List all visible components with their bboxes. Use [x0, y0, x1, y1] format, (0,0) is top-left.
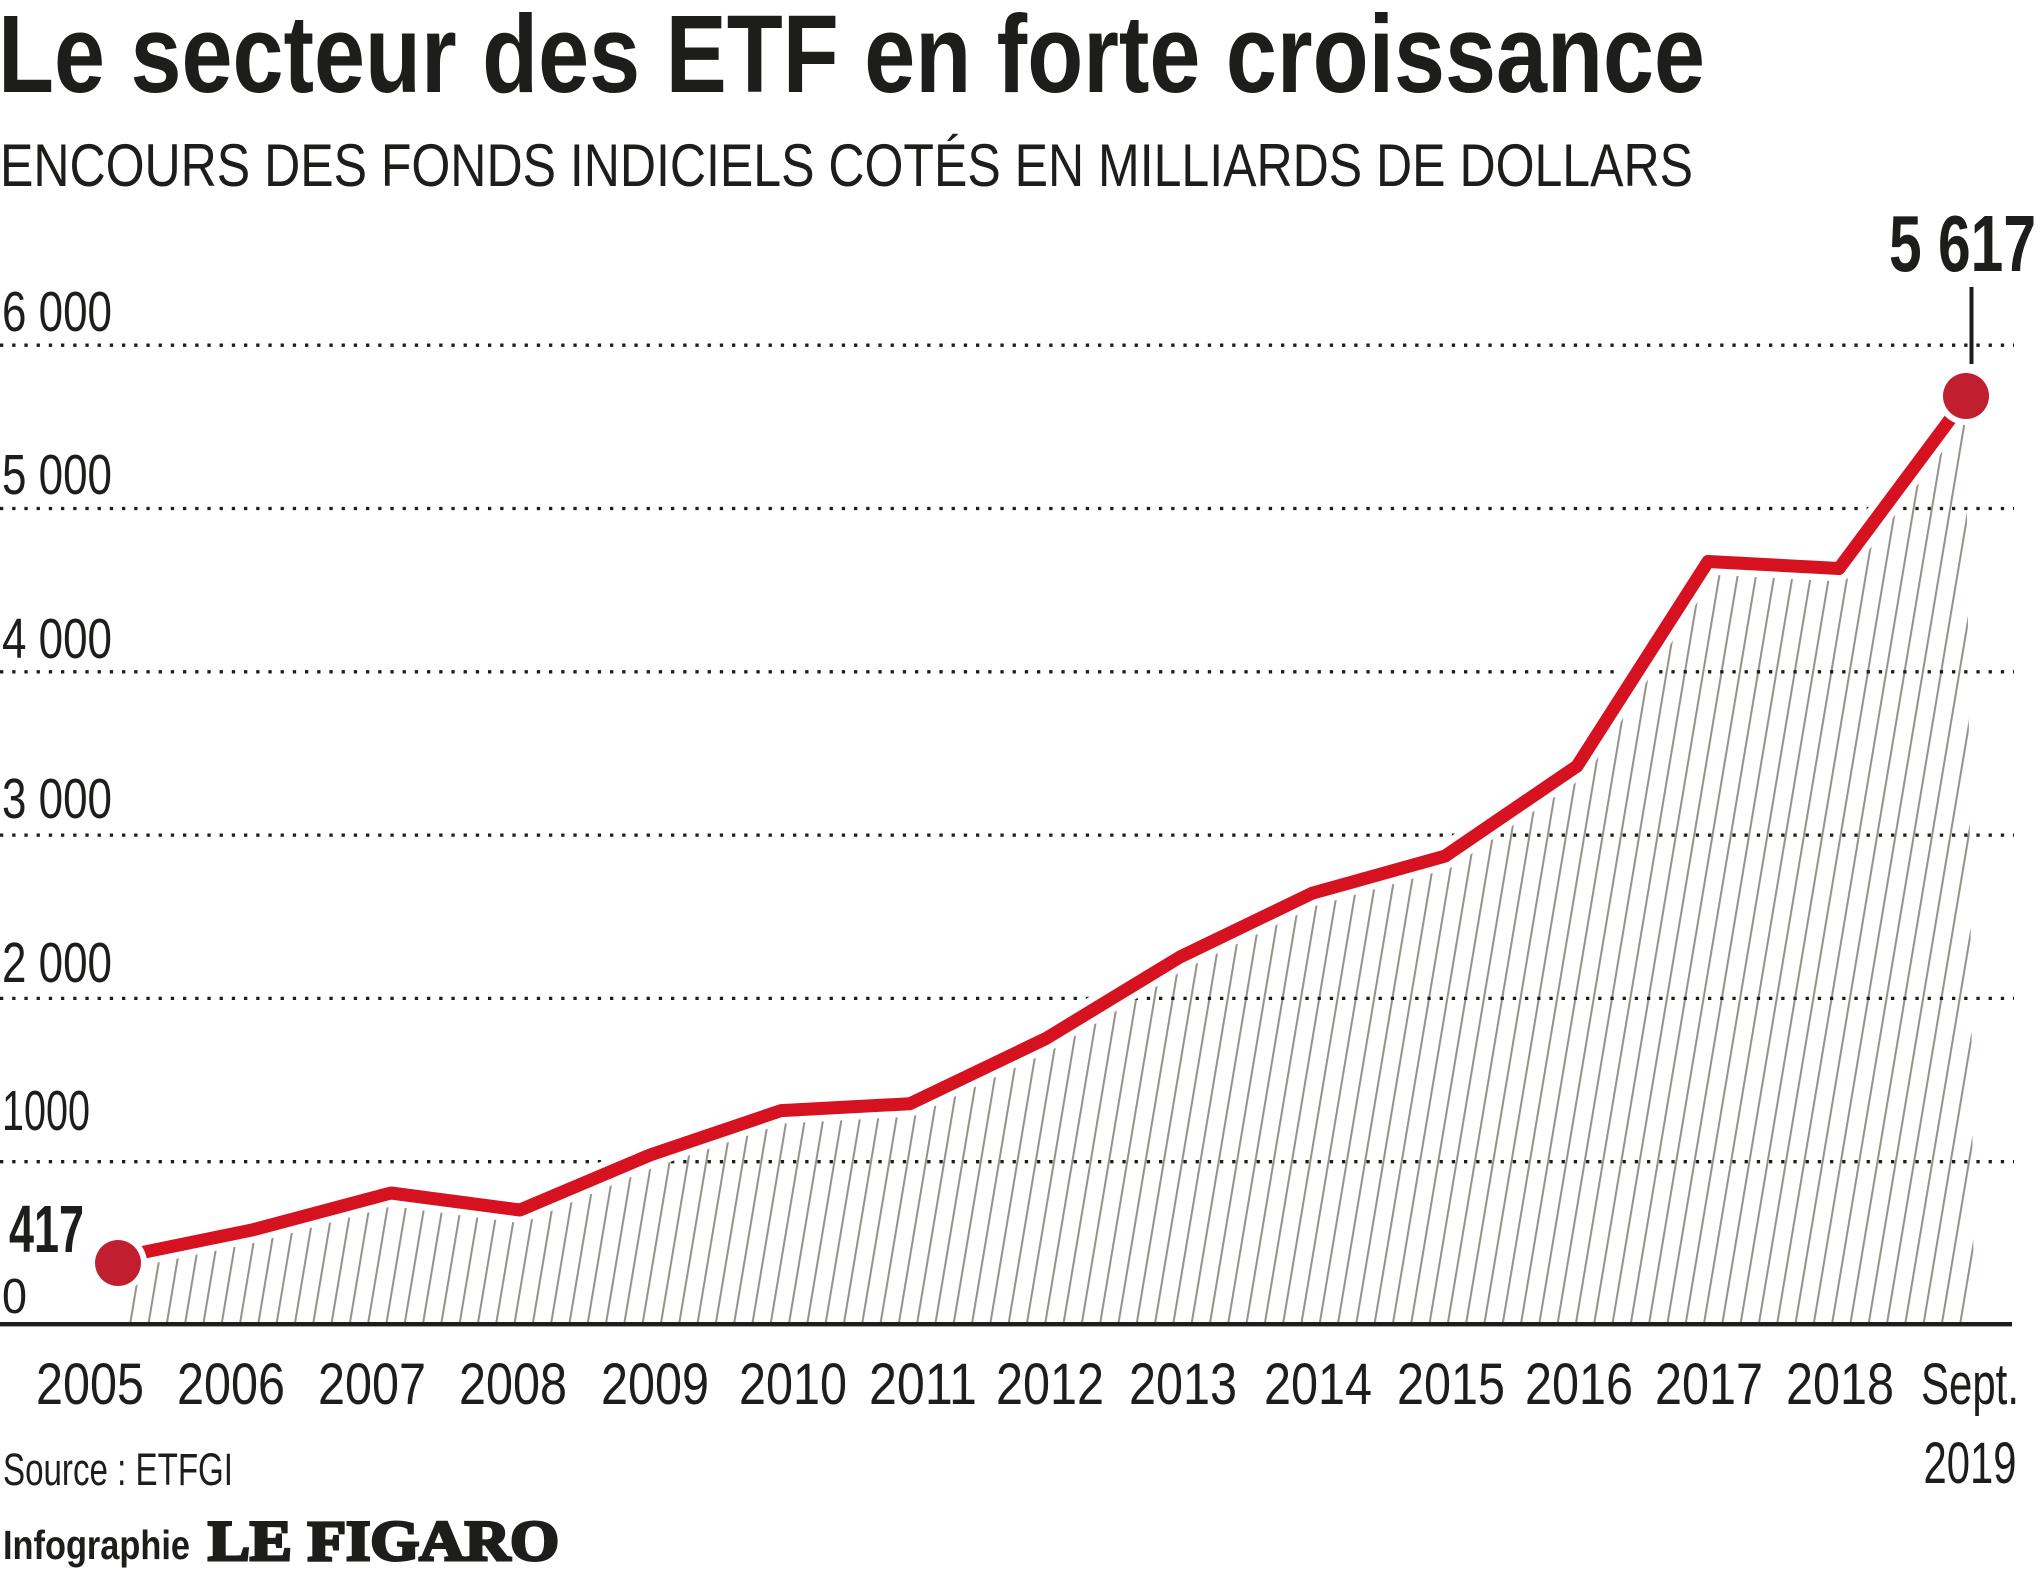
svg-text:2010: 2010: [739, 1352, 847, 1417]
svg-text:2013: 2013: [1129, 1352, 1237, 1417]
svg-text:4 000: 4 000: [2, 607, 112, 671]
svg-text:Le secteur des ETF en forte cr: Le secteur des ETF en forte croissance: [0, 0, 1705, 116]
svg-text:LE FIGARO: LE FIGARO: [208, 1510, 559, 1573]
svg-text:Source : ETFGI: Source : ETFGI: [3, 1444, 233, 1495]
svg-text:2009: 2009: [601, 1352, 709, 1417]
svg-text:2015: 2015: [1397, 1352, 1505, 1417]
svg-text:6 000: 6 000: [2, 280, 112, 344]
svg-text:2 000: 2 000: [2, 931, 112, 995]
svg-text:2014: 2014: [1264, 1352, 1372, 1417]
svg-text:5 617: 5 617: [1889, 199, 2036, 288]
svg-text:2007: 2007: [318, 1352, 426, 1417]
svg-text:2017: 2017: [1655, 1352, 1763, 1417]
svg-text:2008: 2008: [459, 1352, 567, 1417]
svg-text:Infographie: Infographie: [3, 1522, 190, 1568]
svg-text:2006: 2006: [177, 1352, 285, 1417]
svg-text:1000: 1000: [2, 1079, 90, 1143]
svg-text:5 000: 5 000: [2, 443, 112, 507]
svg-text:Sept.: Sept.: [1921, 1352, 2019, 1417]
svg-text:2016: 2016: [1525, 1352, 1633, 1417]
svg-text:ENCOURS DES FONDS INDICIELS CO: ENCOURS DES FONDS INDICIELS COTÉS EN MIL…: [0, 132, 1693, 199]
svg-text:2011: 2011: [869, 1352, 977, 1417]
svg-text:2005: 2005: [36, 1352, 144, 1417]
svg-text:3 000: 3 000: [2, 767, 112, 831]
svg-text:2018: 2018: [1786, 1352, 1894, 1417]
svg-text:2012: 2012: [996, 1352, 1104, 1417]
svg-text:2019: 2019: [1924, 1431, 2017, 1496]
svg-text:417: 417: [9, 1192, 84, 1267]
svg-text:0: 0: [2, 1270, 27, 1324]
